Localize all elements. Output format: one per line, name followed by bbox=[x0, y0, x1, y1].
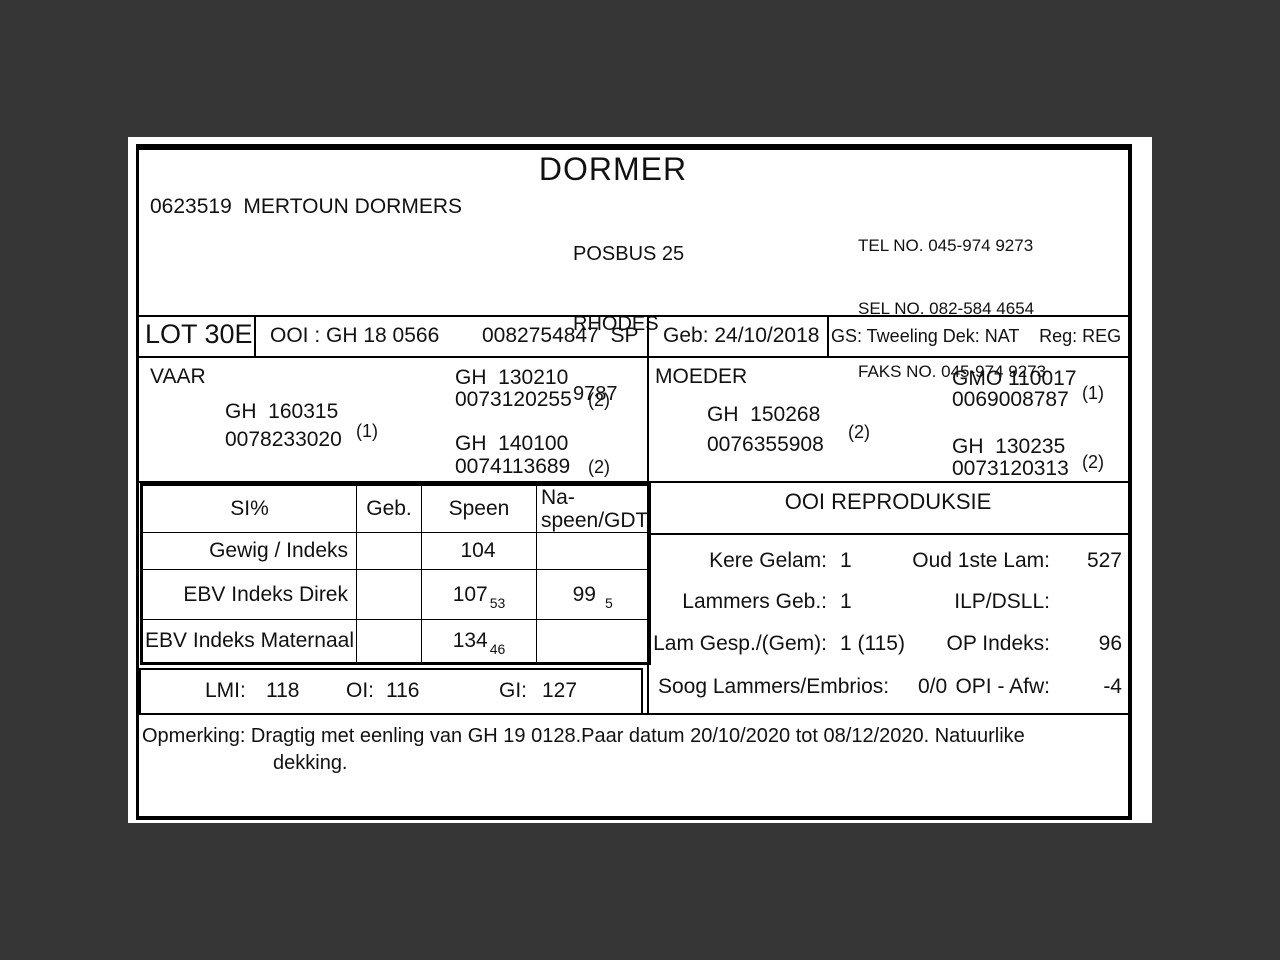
address-block: POSBUS 25 RHODES 9787 bbox=[573, 196, 684, 452]
col-header-si: SI% bbox=[141, 484, 357, 533]
table-row: EBV Indeks Maternaal 134 46 bbox=[141, 619, 651, 664]
gi-value: 127 bbox=[542, 679, 578, 702]
divider bbox=[139, 713, 1129, 715]
dam-mark: (2) bbox=[848, 422, 870, 442]
dam-id: GH 150268 bbox=[707, 403, 821, 426]
stat-value: 1 bbox=[840, 590, 852, 613]
row-label: EBV Indeks Maternaal bbox=[141, 619, 357, 664]
value: 99 bbox=[572, 582, 596, 606]
dam-dam-reg: 0073120313 bbox=[952, 457, 1069, 480]
table-header-row: SI% Geb. Speen Na- speen/GDT bbox=[141, 484, 651, 533]
dam-sire-id: GMO 110017 bbox=[952, 367, 1077, 390]
value: 104 bbox=[460, 539, 496, 562]
ewe-reg-no: 0082754847 SP bbox=[482, 324, 639, 347]
reproduction-panel: OOI REPRODUKSIE Kere Gelam: 1 Oud 1ste L… bbox=[647, 481, 1129, 713]
tel-line: TEL NO. 045-974 9273 bbox=[858, 236, 1034, 255]
accuracy-subscript: 46 bbox=[489, 641, 506, 657]
sire-dam-reg: 0074113689 bbox=[455, 455, 571, 478]
naspeen-value bbox=[535, 619, 651, 664]
sire-sire-reg: 0073120255 bbox=[455, 388, 572, 411]
address-line: RHODES bbox=[573, 313, 659, 335]
geb-value bbox=[356, 619, 422, 664]
geb-value bbox=[356, 569, 422, 620]
stat-value: 1 bbox=[840, 549, 852, 572]
speen-value: 107 53 bbox=[421, 569, 537, 620]
lmi-label: LMI: bbox=[205, 679, 246, 702]
divider bbox=[139, 356, 1129, 358]
table-row: EBV Indeks Direk 107 53 99 5 bbox=[141, 569, 651, 620]
stat-label: OP Indeks: bbox=[946, 632, 1050, 655]
divider bbox=[254, 315, 256, 358]
sire-sire-id: GH 130210 bbox=[455, 366, 569, 389]
table-row: Gewig / Indeks 104 bbox=[141, 532, 651, 570]
dam-reg: 0076355908 bbox=[707, 433, 824, 456]
status-info: GS: Tweeling Dek: NAT Reg: REG bbox=[831, 326, 1122, 346]
remark-line: Opmerking: Dragtig met eenling van GH 19… bbox=[142, 725, 1025, 747]
sire-dam-id: GH 140100 bbox=[455, 432, 569, 455]
breeder-name: 0623519 MERTOUN DORMERS bbox=[150, 195, 462, 218]
birth-date: Geb: 24/10/2018 bbox=[663, 324, 820, 347]
divider bbox=[139, 315, 1129, 317]
stat-label: ILP/DSLL: bbox=[954, 590, 1050, 613]
speen-value: 134 46 bbox=[421, 619, 537, 664]
sire-reg: 0078233020 bbox=[225, 428, 342, 451]
si-index-table: SI% Geb. Speen Na- speen/GDT Gewig / Ind… bbox=[140, 483, 652, 665]
divider bbox=[647, 533, 1129, 535]
reproduction-title: OOI REPRODUKSIE bbox=[784, 489, 992, 514]
accuracy-subscript: 53 bbox=[489, 594, 506, 611]
gi-label: GI: bbox=[499, 679, 528, 702]
lmi-value: 118 bbox=[266, 679, 300, 702]
sire-id: GH 160315 bbox=[225, 400, 339, 423]
contact-block: TEL NO. 045-974 9273 SEL NO. 082-584 465… bbox=[858, 194, 1046, 423]
sire-dam-mark: (2) bbox=[588, 457, 610, 477]
stat-label: Lam Gesp./(Gem): bbox=[653, 632, 827, 655]
row-label: EBV Indeks Direk bbox=[141, 569, 357, 620]
ewe-id: OOI : GH 18 0566 bbox=[270, 324, 440, 347]
dam-section-label: MOEDER bbox=[655, 365, 748, 388]
page-title: DORMER bbox=[538, 151, 688, 187]
speen-value: 104 bbox=[421, 532, 537, 570]
stat-label: OPI - Afw: bbox=[955, 675, 1050, 698]
divider bbox=[827, 315, 829, 358]
col-header-geb: Geb. bbox=[356, 484, 422, 533]
stat-value: 1 (115) bbox=[840, 632, 905, 655]
dam-sire-mark: (1) bbox=[1082, 383, 1104, 403]
index-summary-box: LMI: 118 OI: 116 GI: 127 bbox=[139, 668, 643, 713]
divider bbox=[139, 481, 1129, 483]
catalog-page: DORMER 0623519 MERTOUN DORMERS POSBUS 25… bbox=[128, 137, 1152, 823]
stat-value: 96 bbox=[1098, 632, 1122, 655]
col-header-naspeen: Na- speen/GDT bbox=[535, 484, 651, 533]
fax-line: FAKS NO. 045-974 9273 bbox=[858, 362, 1047, 381]
stat-value: 0/0 bbox=[918, 675, 948, 698]
dam-sire-reg: 0069008787 bbox=[952, 388, 1069, 411]
naspeen-value: 99 5 bbox=[535, 569, 651, 620]
sire-section-label: VAAR bbox=[150, 365, 206, 388]
address-line: 9787 bbox=[573, 383, 618, 405]
dam-dam-id: GH 130235 bbox=[952, 435, 1066, 458]
stat-label: Soog Lammers/Embrios: bbox=[658, 675, 890, 698]
stat-value: -4 bbox=[1103, 675, 1122, 698]
oi-value: 116 bbox=[386, 679, 420, 702]
stat-label: Kere Gelam: bbox=[709, 549, 827, 572]
accuracy-subscript: 5 bbox=[604, 594, 613, 611]
remark-line: dekking. bbox=[273, 752, 348, 774]
row-label: Gewig / Indeks bbox=[141, 532, 357, 570]
value: 107 bbox=[452, 582, 488, 606]
page-border-frame bbox=[136, 144, 1132, 820]
address-line: POSBUS 25 bbox=[573, 243, 685, 265]
cell-line: SEL NO. 082-584 4654 bbox=[858, 299, 1035, 318]
dam-dam-mark: (2) bbox=[1082, 452, 1104, 472]
naspeen-value bbox=[535, 532, 651, 570]
oi-label: OI: bbox=[346, 679, 375, 702]
geb-value bbox=[356, 532, 422, 570]
col-header-speen: Speen bbox=[421, 484, 537, 533]
value: 134 bbox=[452, 629, 488, 652]
stat-label: Lammers Geb.: bbox=[682, 590, 827, 613]
lot-number: LOT 30E bbox=[145, 319, 253, 349]
stat-value: 527 bbox=[1086, 549, 1122, 572]
stat-label: Oud 1ste Lam: bbox=[912, 549, 1050, 572]
sire-sire-mark: (2) bbox=[588, 390, 610, 410]
sire-mark: (1) bbox=[356, 421, 378, 441]
